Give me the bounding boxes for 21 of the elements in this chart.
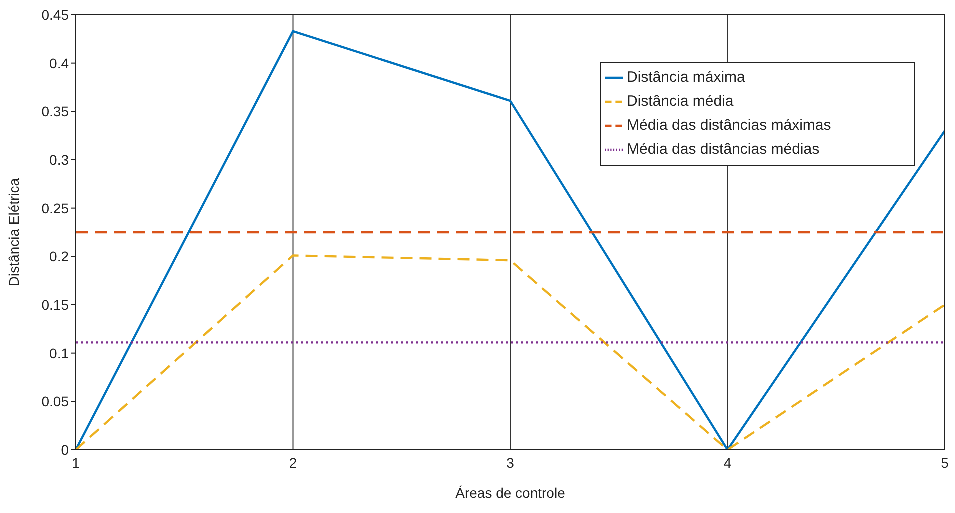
x-tick-label: 2 [289,454,298,471]
y-tick-label: 0.15 [42,296,70,313]
y-tick-label: 0.45 [42,6,70,23]
x-tick-label: 4 [724,454,732,471]
x-axis-title: Áreas de controle [456,485,566,501]
y-tick-label: 0 [61,442,70,458]
y-tick-label: 0.2 [50,248,70,265]
legend-label: Distância máxima [627,69,746,86]
x-tick-label: 3 [506,454,515,471]
y-tick-label: 0.4 [50,55,70,72]
x-tick-label: 5 [941,454,950,471]
legend-label: Média das distâncias máximas [627,117,832,134]
y-tick-label: 0.25 [42,200,70,216]
y-tick-label: 0.05 [42,394,70,410]
y-tick-label: 0.1 [50,345,70,362]
y-tick-label: 0.35 [42,104,70,120]
x-tick-label: 1 [72,454,80,471]
legend-label: Distância média [627,93,734,110]
y-axis-title: Distância Elétrica [6,178,22,287]
legend-label: Média das distâncias médias [627,141,820,158]
y-tick-label: 0.3 [50,152,70,168]
